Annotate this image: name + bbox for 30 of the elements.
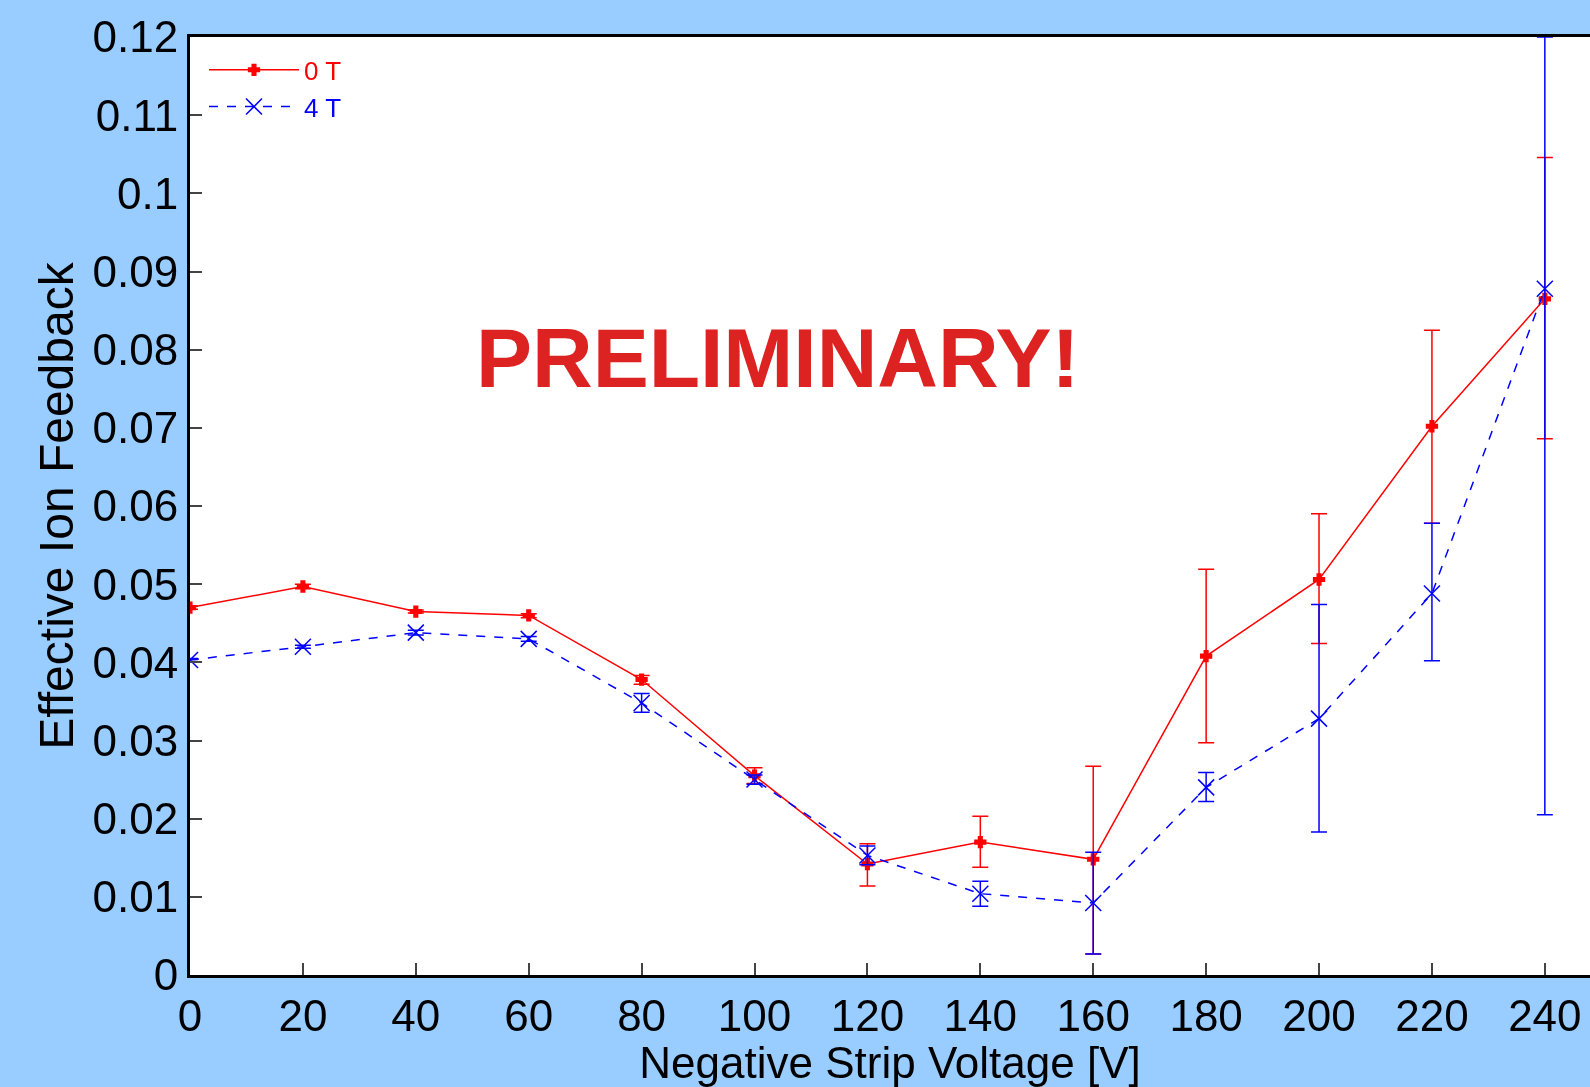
- x-tick-label: 80: [617, 990, 667, 1040]
- x-tick-label: 200: [1282, 990, 1356, 1040]
- y-tick-label: 0.02: [92, 794, 179, 844]
- x-tick-label: 100: [717, 990, 792, 1040]
- x-tick-label: 180: [1169, 990, 1243, 1040]
- y-tick-label: 0.06: [92, 481, 179, 531]
- x-tick-label: 160: [1056, 990, 1130, 1040]
- y-tick-label: 0: [153, 950, 179, 1000]
- x-tick-label: 240: [1508, 990, 1582, 1040]
- x-tick-label: 60: [504, 990, 554, 1040]
- x-tick-label: 140: [943, 990, 1018, 1040]
- y-axis-title: Effective Ion Feedback: [30, 261, 84, 750]
- x-axis-title: Negative Strip Voltage [V]: [639, 1038, 1141, 1087]
- y-tick-label: 0.08: [92, 325, 179, 375]
- x-tick-label: 40: [391, 990, 441, 1040]
- y-tick-label: 0.05: [92, 559, 179, 609]
- y-tick-label: 0.09: [92, 246, 179, 296]
- y-tick-label: 0.1: [117, 168, 179, 218]
- legend-label: 0 T: [304, 55, 342, 86]
- legend-label: 4 T: [304, 92, 342, 123]
- y-tick-label: 0.03: [92, 715, 179, 765]
- x-tick-label: 220: [1395, 990, 1469, 1040]
- y-tick-label: 0.11: [95, 90, 179, 140]
- y-tick-label: 0.04: [92, 637, 179, 687]
- y-tick-label: 0.12: [92, 12, 179, 62]
- y-tick-label: 0.07: [92, 403, 179, 453]
- annotation: PRELIMINARY!: [476, 311, 1080, 405]
- y-tick-label: 0.01: [92, 872, 179, 922]
- x-tick-label: 20: [278, 990, 328, 1040]
- x-tick-label: 120: [830, 990, 905, 1040]
